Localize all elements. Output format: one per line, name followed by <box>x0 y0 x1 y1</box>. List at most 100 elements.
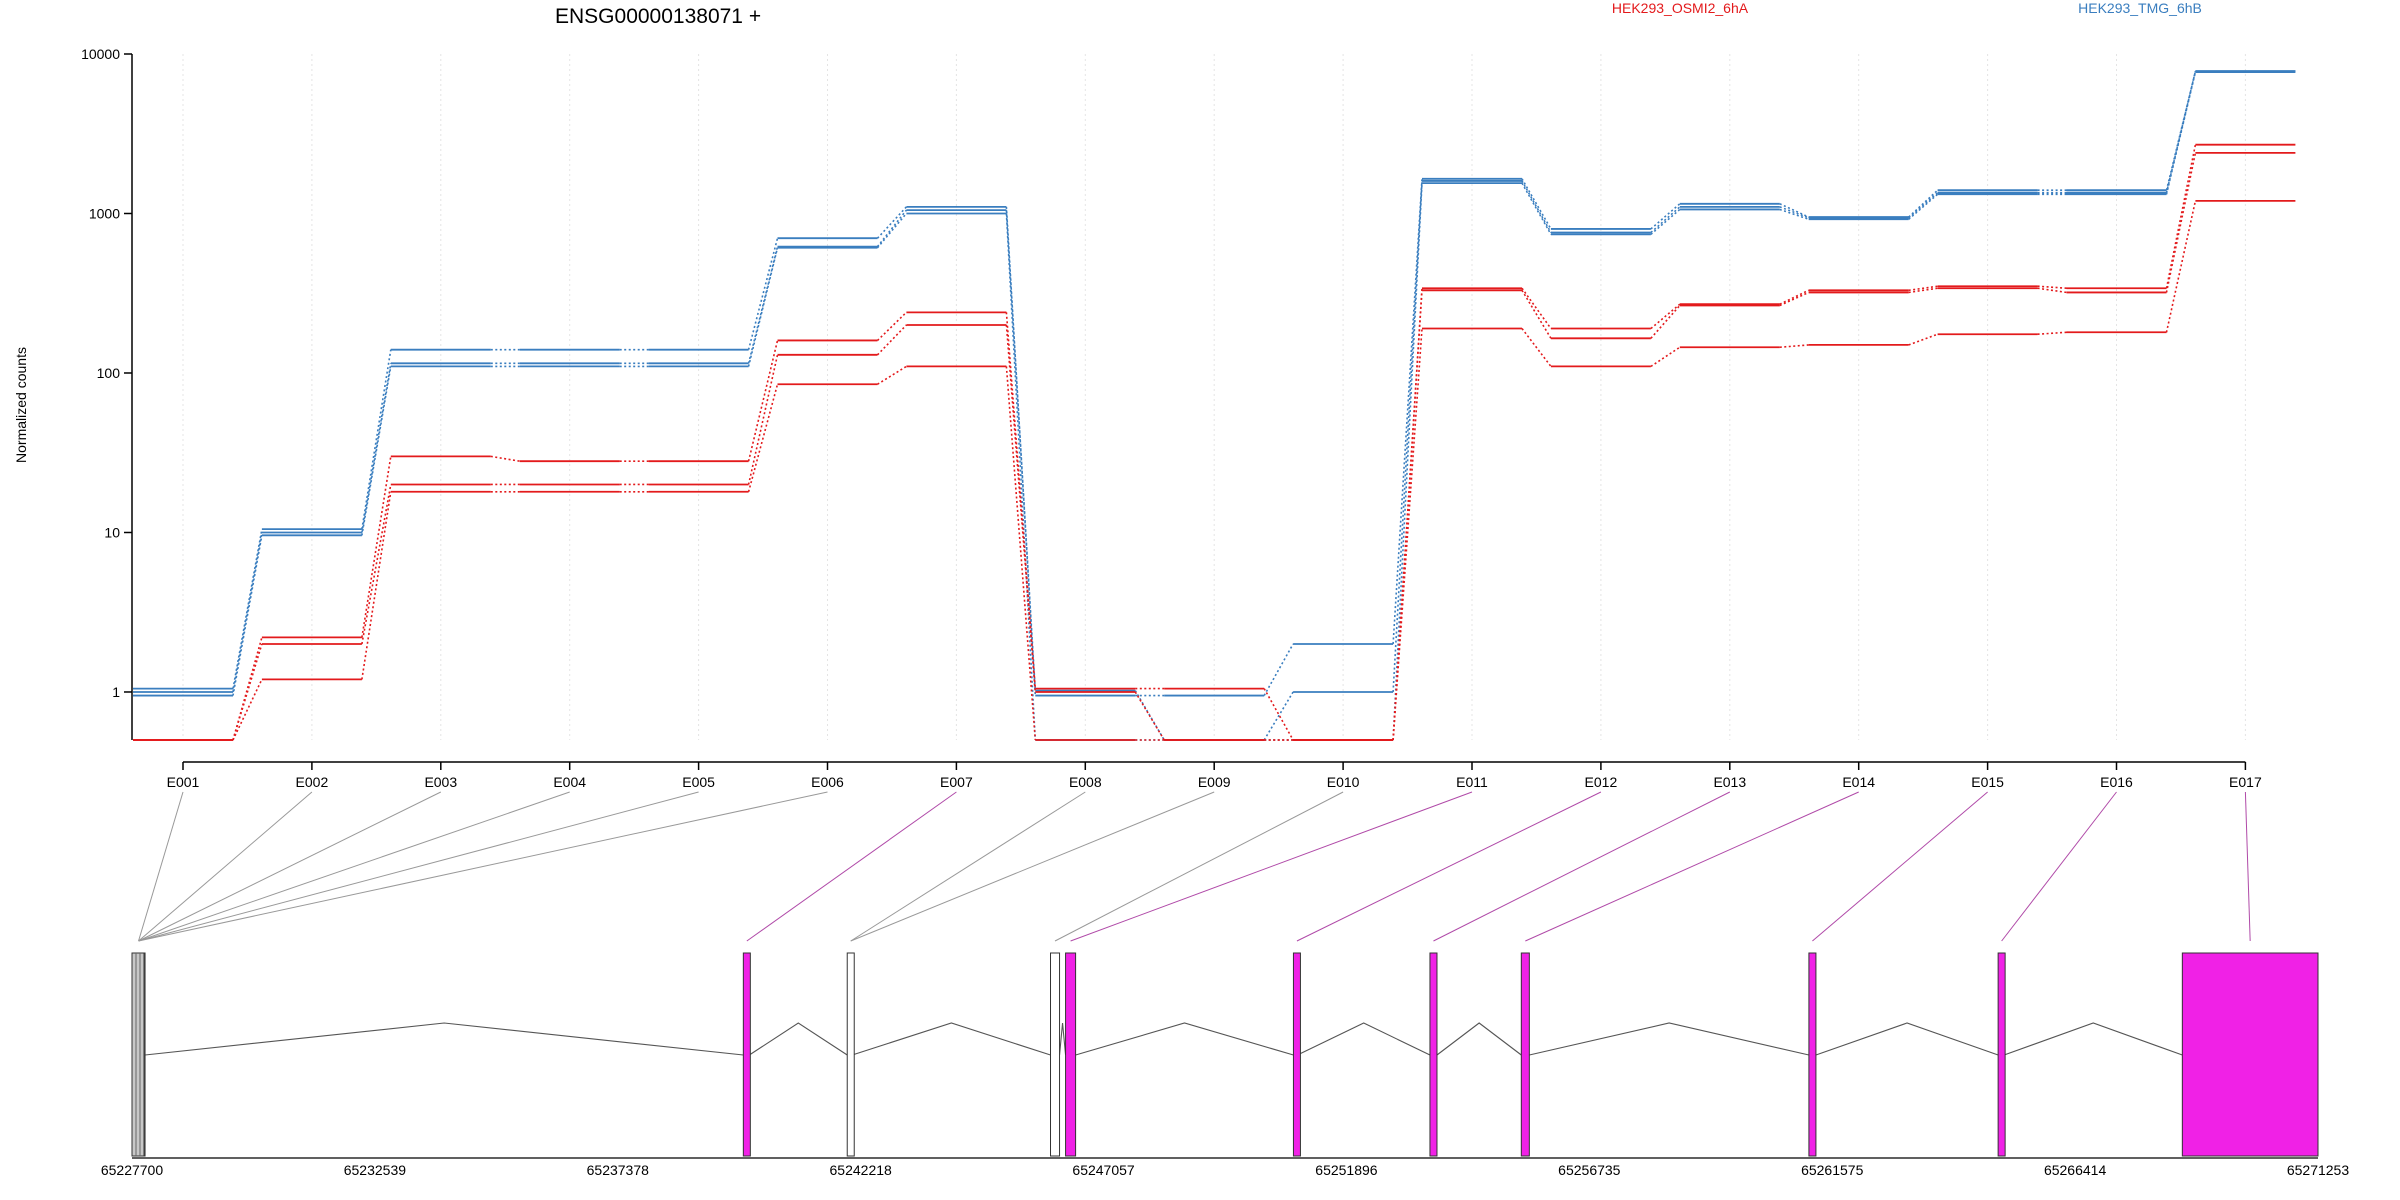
intron <box>1297 1022 1431 1056</box>
y-axis-label: Normalized counts <box>13 347 29 463</box>
x-tick-label: E004 <box>553 774 586 790</box>
gridlines <box>182 54 2246 740</box>
series-connector <box>1779 291 1810 307</box>
exon-connector <box>1525 791 1859 942</box>
series-connector <box>361 484 392 645</box>
x-tick-label: E010 <box>1327 774 1360 790</box>
series-connector <box>1134 691 1165 741</box>
x-tick-label: E006 <box>811 774 844 790</box>
series-connector <box>1650 208 1681 235</box>
exon-box-cluster <box>131 952 145 1157</box>
series-connector <box>1392 178 1423 645</box>
series-connector <box>747 354 779 485</box>
exon-box <box>1050 952 1061 1157</box>
x-tick-label: E017 <box>2229 774 2262 790</box>
exon-connector <box>138 791 570 942</box>
x-tick-label: E007 <box>940 774 973 790</box>
series-connector <box>361 366 392 536</box>
series-connector <box>1650 346 1681 368</box>
series-connector <box>490 455 520 462</box>
exon-connector <box>2244 791 2251 942</box>
x-tick-label: E008 <box>1069 774 1102 790</box>
genomic-tick-label: 65261575 <box>1801 1162 1864 1178</box>
exon-box <box>846 952 855 1157</box>
series-connector <box>232 532 263 693</box>
exon-connector <box>1812 791 1988 942</box>
series-connector <box>1521 182 1552 235</box>
series-connector <box>1005 324 1037 693</box>
x-tick-label: E002 <box>296 774 329 790</box>
intron <box>1436 1022 1522 1056</box>
y-tick-label: 10 <box>104 524 120 540</box>
series-connector <box>2037 331 2067 336</box>
series-connector <box>1650 203 1681 230</box>
x-tick-label: E012 <box>1585 774 1618 790</box>
exon-box <box>1292 952 1301 1157</box>
genomic-tick-label: 65227700 <box>101 1162 164 1178</box>
genomic-tick-label: 65242218 <box>830 1162 893 1178</box>
series-connector <box>876 324 907 356</box>
series-connector <box>1650 303 1681 330</box>
x-tick-label: E013 <box>1713 774 1746 790</box>
series-connector <box>1908 287 1938 294</box>
exon-box <box>742 952 751 1157</box>
y-tick-label: 10000 <box>81 46 120 62</box>
series-connector <box>1521 178 1552 230</box>
series-connector <box>876 311 907 342</box>
series-connector <box>1779 208 1809 221</box>
series-connector <box>2165 144 2197 289</box>
series-connector <box>747 340 779 462</box>
series-connector <box>1650 206 1681 234</box>
series-connector <box>876 212 908 249</box>
series-connector <box>1005 210 1037 691</box>
x-tick-label: E001 <box>167 774 200 790</box>
series-connector <box>876 206 907 239</box>
series-connector <box>361 491 392 680</box>
y-tick-label: 1 <box>112 684 120 700</box>
series-connector <box>747 238 779 350</box>
x-tick-label: E011 <box>1456 774 1488 790</box>
series-connector <box>1392 290 1423 741</box>
series-lines <box>133 70 2296 741</box>
y-axis: 1 10 100 1000 10000 <box>81 46 133 740</box>
series-connector <box>361 456 392 638</box>
series-connector <box>232 637 263 741</box>
exon-connector <box>138 791 313 942</box>
series-connector <box>1521 287 1552 329</box>
series-connector <box>1779 289 1810 305</box>
series-connector <box>2037 287 2067 294</box>
exon-connector <box>746 791 957 942</box>
exon-box <box>1997 952 2006 1157</box>
series-connector <box>1521 289 1552 339</box>
series-connector <box>1908 333 1938 346</box>
exon-connector <box>2001 791 2117 942</box>
x-tick-label: E003 <box>424 774 457 790</box>
genomic-tick-label: 65237378 <box>587 1162 650 1178</box>
series-connector <box>1263 688 1294 741</box>
series-connector <box>1908 192 1939 219</box>
series-connector <box>232 643 263 741</box>
exon-connector <box>138 791 828 942</box>
series-HEK293_OSMI2_6hA <box>133 199 2296 741</box>
genomic-axis: 65227700 65232539 65237378 65242218 65247057… <box>101 1157 2349 1178</box>
series-connector <box>1005 366 1037 741</box>
series-connector <box>2165 152 2197 293</box>
exon-box <box>2181 952 2319 1157</box>
series-connector <box>747 384 779 492</box>
series-connector <box>1392 328 1423 741</box>
chart-title: ENSG00000138071 + <box>555 5 761 28</box>
series-connector <box>1650 304 1681 339</box>
series-connector <box>1263 643 1294 696</box>
intron <box>1058 1022 1067 1056</box>
series-connector <box>1779 206 1809 219</box>
series-connector <box>1908 189 1939 218</box>
series-connector <box>877 365 907 385</box>
exon-connector <box>850 791 1215 942</box>
intron <box>1815 1022 1999 1056</box>
genomic-tick-label: 65266414 <box>2044 1162 2107 1178</box>
exon-connector <box>138 791 442 942</box>
series-connector <box>1521 328 1552 367</box>
y-tick-label: 100 <box>97 365 121 381</box>
series-connector <box>876 209 908 248</box>
